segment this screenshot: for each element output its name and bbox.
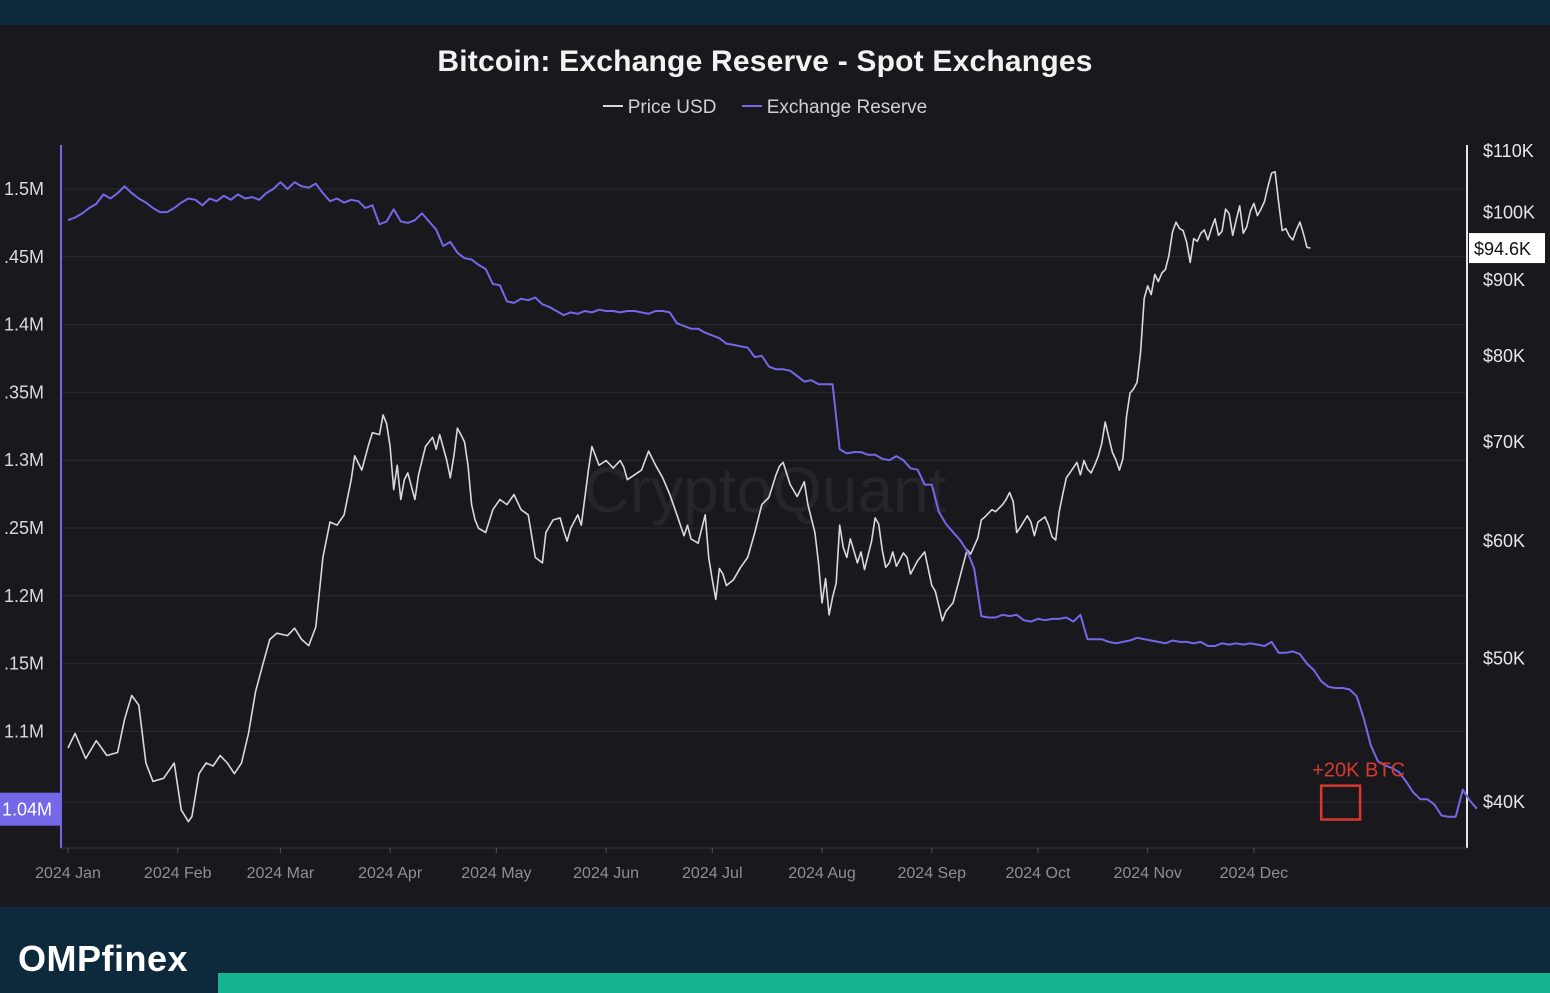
annotation-box — [1319, 784, 1362, 821]
legend-item-price[interactable]: Price USD — [602, 97, 717, 119]
left-tick-label-3: .35M — [4, 382, 44, 402]
left-current-value-label: 1.04M — [2, 800, 52, 820]
right-tick-label-3: $80K — [1483, 346, 1525, 366]
left-tick-label-1: .45M — [4, 247, 44, 267]
chart-title: Bitcoin: Exchange Reserve - Spot Exchang… — [437, 45, 1093, 78]
x-tick-label-11: 2024 Dec — [1220, 865, 1289, 882]
right-tick-label-6: $50K — [1483, 648, 1525, 668]
legend-label-price: Price USD — [627, 97, 717, 118]
right-tick-label-7: $40K — [1483, 792, 1525, 812]
series-layer — [67, 171, 1478, 823]
x-tick-label-10: 2024 Nov — [1113, 865, 1182, 882]
right-tick-label-0: $110K — [1483, 141, 1534, 161]
chart-panel — [0, 25, 1550, 907]
left-current-value-box — [0, 792, 60, 826]
x-tick-label-5: 2024 Jun — [573, 865, 639, 882]
left-tick-label-4: 1.3M — [4, 450, 44, 470]
right-current-value-box — [1469, 233, 1545, 264]
axes: 1.5M .45M 1.4M .35M 1.3M .25M 1.2M .15M 1.1M 1.04… — [0, 141, 1545, 882]
x-tick-label-7: 2024 Aug — [788, 865, 856, 882]
brand-logo: OMPfinex — [18, 938, 189, 979]
legend-swatch-price — [602, 104, 623, 107]
legend-swatch-reserve — [741, 104, 762, 107]
x-tick-label-9: 2024 Oct — [1005, 865, 1070, 882]
right-tick-label-5: $60K — [1483, 531, 1525, 551]
annotation-layer: +20K BTC — [1312, 760, 1405, 821]
left-tick-label-0: 1.5M — [4, 179, 44, 199]
x-tick-label-8: 2024 Sep — [898, 865, 967, 882]
footer-accent-bar — [218, 973, 1550, 993]
left-tick-label-6: 1.2M — [4, 586, 44, 606]
x-tick-label-0: 2024 Jan — [35, 865, 101, 882]
right-tick-label-2: $90K — [1483, 270, 1525, 290]
x-tick-label-1: 2024 Feb — [144, 865, 212, 882]
right-current-value-label: $94.6K — [1474, 239, 1531, 259]
watermark: CryptoQuant — [584, 454, 947, 526]
left-tick-label-2: 1.4M — [4, 315, 44, 335]
legend-item-reserve[interactable]: Exchange Reserve — [741, 97, 928, 119]
x-tick-label-4: 2024 May — [461, 865, 531, 882]
series-line-exchange-reserve — [67, 181, 1478, 818]
x-tick-label-3: 2024 Apr — [358, 865, 423, 882]
left-tick-label-5: .25M — [4, 518, 44, 538]
series-line-price-usd — [67, 171, 1311, 823]
grid-lines — [61, 188, 1467, 803]
left-tick-label-7: .15M — [4, 654, 44, 674]
legend-label-reserve: Exchange Reserve — [766, 97, 928, 118]
top-band — [0, 0, 1550, 25]
left-tick-label-8: 1.1M — [4, 721, 44, 741]
legend: Price USD Exchange Reserve — [0, 97, 1530, 119]
x-tick-label-2: 2024 Mar — [247, 865, 315, 882]
x-tick-label-6: 2024 Jul — [682, 865, 743, 882]
right-tick-label-1: $100K — [1483, 202, 1535, 222]
right-tick-label-4: $70K — [1483, 432, 1525, 452]
annotation-label: +20K BTC — [1312, 760, 1405, 782]
